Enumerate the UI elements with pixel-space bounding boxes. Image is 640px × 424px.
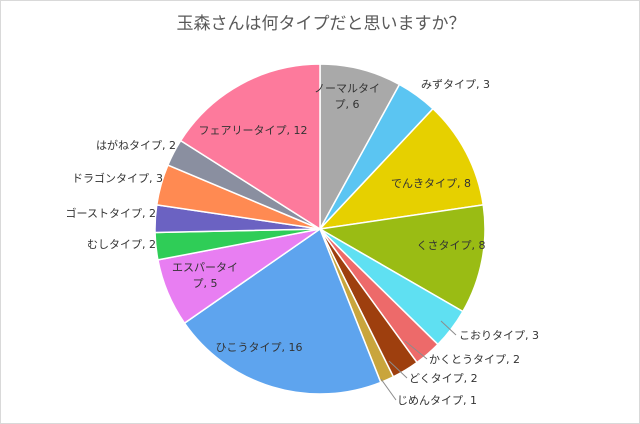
pie-slice-8 [183, 227, 382, 395]
leader-line-5 [404, 340, 428, 360]
data-label-11: ゴーストタイプ, 2 [66, 206, 156, 220]
data-labels: ノーマルタイプ, 6 みずタイプ, 3 でんきタイプ, 8 くさタイプ, 8 こおりタイ… [66, 78, 539, 407]
leader-line-4 [440, 320, 457, 336]
data-label-14: フェアリータイプ, 12 [199, 124, 308, 137]
pie-slice-2 [317, 107, 485, 231]
pie-slice-14 [179, 63, 321, 231]
pie-slice-3 [317, 204, 486, 313]
data-label-0: ノーマルタイプ, 6 [314, 82, 380, 111]
leader-line-7 [380, 378, 397, 401]
data-label-4: こおりタイプ, 3 [459, 329, 539, 342]
data-label-9: エスパータイプ, 5 [172, 261, 238, 290]
data-label-6: どくタイプ, 2 [409, 372, 478, 385]
leader-line-6 [388, 360, 408, 379]
pie-slices [154, 63, 486, 395]
data-label-13: はがねタイプ, 2 [96, 138, 176, 152]
data-label-3: くさタイプ, 8 [417, 239, 486, 252]
data-label-8: ひこうタイプ, 16 [216, 341, 303, 354]
leader-lines [380, 320, 457, 401]
data-label-1: みずタイプ, 3 [421, 78, 490, 91]
data-label-7: じめんタイプ, 1 [397, 394, 477, 407]
data-label-5: かくとうタイプ, 2 [429, 353, 520, 366]
chart-title: 玉森さんは何タイプだと思いますか？ [176, 14, 466, 34]
data-label-10: むしタイプ, 2 [87, 238, 156, 251]
data-label-12: ドラゴンタイプ, 3 [72, 171, 163, 185]
data-label-2: でんきタイプ, 8 [391, 177, 471, 190]
